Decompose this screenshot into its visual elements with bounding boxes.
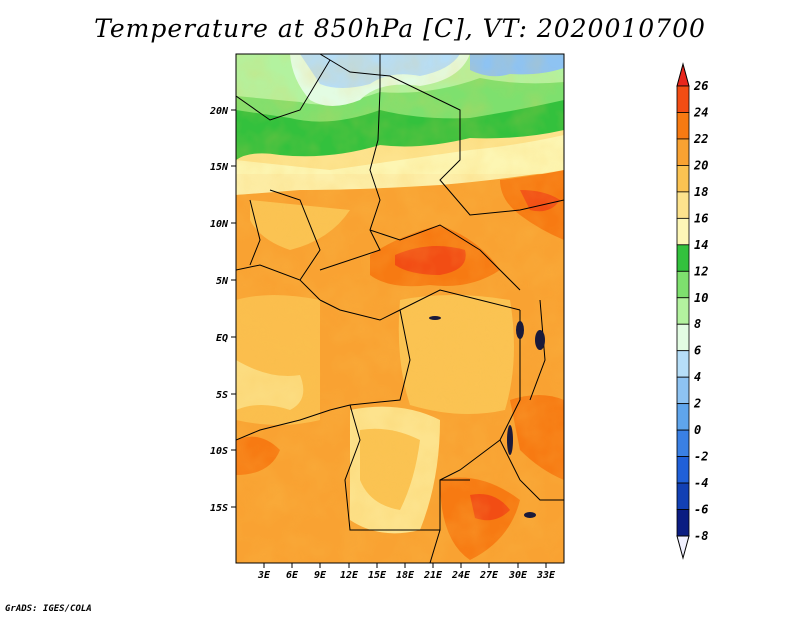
colorbar-label: 10 [694, 291, 708, 305]
lon-label: 21E [423, 570, 443, 581]
colorbar-swatch [676, 165, 690, 193]
colorbar-label: 2 [693, 397, 701, 411]
colorbar-label: 16 [694, 211, 708, 225]
lat-label: 20N [209, 106, 229, 117]
temperature-field [236, 54, 564, 563]
lon-label: 9E [314, 570, 327, 581]
lon-label: 33E [536, 570, 556, 581]
colorbar-swatch [676, 509, 690, 537]
map-frame [235, 53, 565, 564]
colorbar-label: 22 [693, 132, 708, 146]
lat-label: 15S [210, 503, 228, 514]
lon-label: 27E [479, 570, 499, 581]
colorbar-label: -4 [694, 476, 708, 490]
colorbar-label: -2 [694, 450, 708, 464]
lon-label: 3E [257, 570, 271, 581]
colorbar-label: 26 [693, 79, 708, 93]
colorbar-label: 18 [694, 185, 708, 199]
colorbar-label: 0 [694, 423, 701, 437]
lon-labels: 3E 6E 9E 12E 15E 18E 21E 24E 27E 30E 33E [257, 570, 556, 581]
colorbar-swatch [676, 376, 690, 405]
colorbar-swatch [676, 191, 690, 219]
colorbar-swatch [676, 456, 690, 484]
lat-label: EQ [216, 333, 228, 344]
colorbar-swatch [676, 429, 690, 457]
colorbar-swatch [676, 85, 690, 113]
lon-label: 6E [286, 570, 299, 581]
lat-label: 15N [210, 162, 229, 173]
colorbar-label: 8 [694, 317, 701, 331]
lat-label: 5N [216, 276, 229, 287]
lat-label: 10S [210, 446, 228, 457]
lon-label: 24E [451, 570, 471, 581]
lon-label: 18E [396, 570, 415, 581]
colorbar-swatch [676, 403, 690, 431]
colorbar-label: -8 [694, 529, 708, 543]
colorbar-label: 12 [694, 264, 708, 278]
map-title: Temperature at 850hPa [C], VT: 202001070… [94, 14, 706, 43]
colorbar-swatch [676, 482, 690, 510]
lat-label: 5S [216, 390, 228, 401]
colorbar-label: 20 [693, 158, 708, 172]
colorbar-swatch [676, 270, 690, 299]
colorbar-label: 6 [694, 344, 701, 358]
colorbar-swatch [676, 323, 690, 352]
colorbar-swatch [676, 350, 690, 378]
lon-label: 12E [340, 570, 359, 581]
country-borders [236, 54, 564, 563]
lakes [429, 316, 545, 518]
grads-credit: GrADS: IGES/COLA [5, 604, 92, 614]
lon-label: 30E [508, 570, 528, 581]
colorbar-bottom-arrow [676, 535, 690, 560]
colorbar-top-arrow [676, 62, 690, 87]
colorbar-label: 24 [693, 105, 708, 119]
lon-label: 15E [368, 570, 387, 581]
lat-label: 10N [210, 219, 229, 230]
lat-labels: 20N 15N 10N 5N EQ 5S 10S 15S [209, 106, 229, 514]
colorbar-swatch [676, 297, 690, 325]
colorbar-label: 14 [694, 238, 708, 252]
colorbar-swatch [676, 138, 690, 166]
axis-ticks [231, 109, 547, 568]
colorbar-swatch [676, 217, 690, 246]
colorbar-label: 4 [694, 370, 701, 384]
colorbar-label: -6 [694, 503, 708, 517]
colorbar-swatch [676, 244, 690, 272]
colorbar-swatch [676, 112, 690, 140]
